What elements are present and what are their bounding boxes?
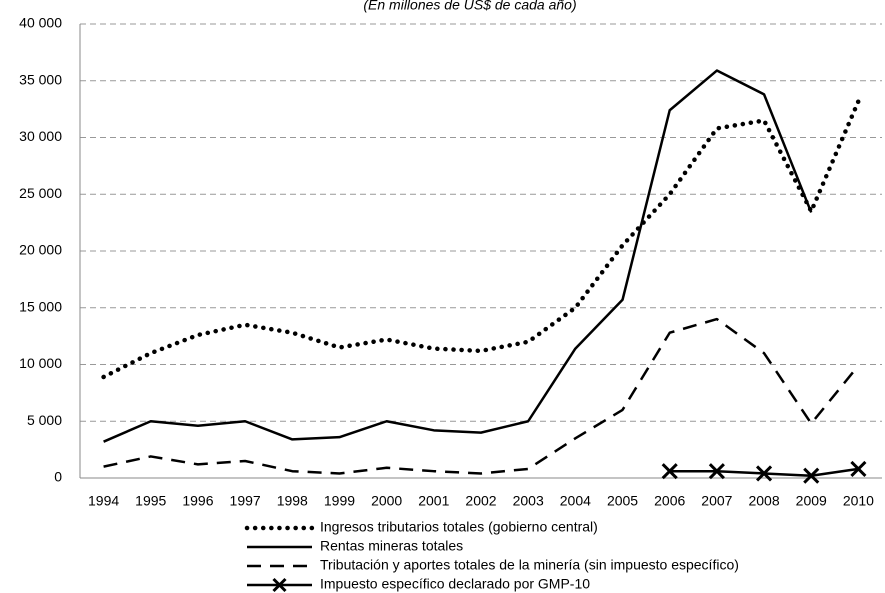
x-tick-label: 2007: [701, 493, 732, 509]
y-tick-label: 30 000: [19, 128, 62, 144]
x-tick-label: 1997: [230, 493, 261, 509]
x-tick-label: 2010: [843, 493, 874, 509]
x-tick-label: 2009: [796, 493, 827, 509]
y-tick-label: 0: [54, 469, 62, 485]
y-tick-label: 20 000: [19, 242, 62, 258]
legend-label: Tributación y aportes totales de la mine…: [320, 557, 739, 573]
x-tick-label: 2005: [607, 493, 638, 509]
point-marker: [661, 463, 678, 480]
x-tick-label: 2003: [513, 493, 544, 509]
y-tick-label: 40 000: [19, 15, 62, 31]
chart-subtitle: (En millones de US$ de cada año): [363, 0, 576, 13]
series-line: [103, 317, 860, 475]
point-marker: [755, 465, 773, 482]
x-tick-label: 1998: [277, 493, 308, 509]
x-tick-label: 2006: [654, 493, 685, 509]
series-line: [101, 98, 861, 380]
legend-label: Ingresos tributarios totales (gobierno c…: [320, 519, 598, 535]
point-marker: [708, 463, 725, 480]
x-tick-label: 2001: [418, 493, 449, 509]
x-tick-label: 2004: [560, 493, 591, 509]
x-tick-label: 1996: [182, 493, 213, 509]
legend-marker: [272, 577, 287, 593]
y-tick-label: 35 000: [19, 71, 62, 87]
x-tick-label: 1999: [324, 493, 355, 509]
x-tick-label: 2000: [371, 493, 402, 509]
x-tick-label: 1994: [88, 493, 119, 509]
y-tick-label: 15 000: [19, 298, 62, 314]
point-marker: [850, 460, 867, 477]
x-tick-label: 2002: [465, 493, 496, 509]
series-line: [103, 69, 813, 443]
x-tick-label: 1995: [135, 493, 166, 509]
y-tick-label: 5 000: [27, 412, 62, 428]
legend-label: Impuesto específico declarado por GMP-10: [320, 576, 590, 592]
legend-label: Rentas mineras totales: [320, 538, 463, 554]
y-tick-label: 25 000: [19, 185, 62, 201]
x-tick-label: 2008: [748, 493, 779, 509]
y-tick-label: 10 000: [19, 355, 62, 371]
point-marker: [803, 467, 820, 484]
